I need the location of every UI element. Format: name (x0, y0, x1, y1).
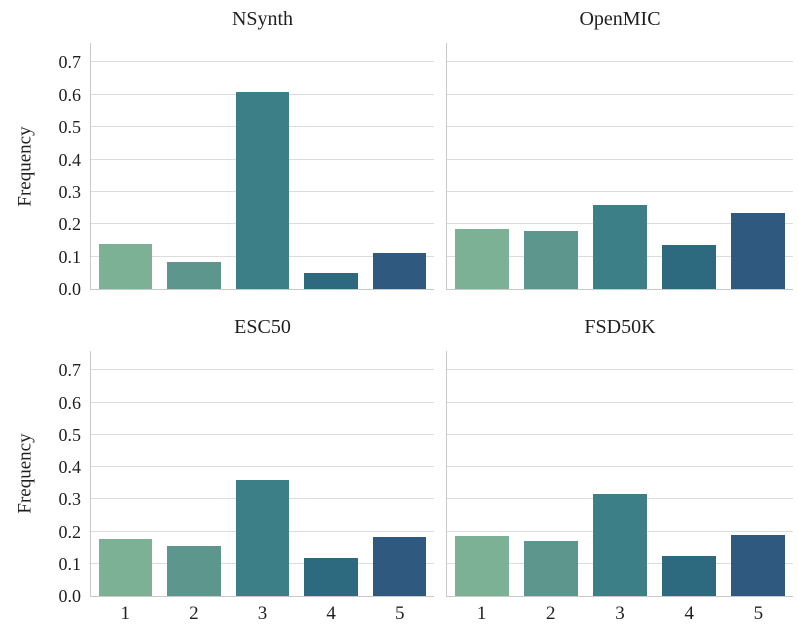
bar-slot (228, 91, 297, 289)
bar-esc50-5 (372, 536, 427, 596)
x-tick-label: 1 (120, 603, 131, 624)
bar-nsynth-2 (167, 262, 221, 289)
bar-openmic-5 (731, 212, 786, 289)
gridline (91, 466, 434, 468)
gridline (447, 466, 793, 468)
x-tick-label: 3 (257, 603, 268, 624)
y-tick-label: 0.6 (58, 84, 82, 105)
x-tick-label: 4 (326, 603, 336, 624)
bar-fsd50k-1 (454, 536, 509, 596)
x-tick-label: 2 (546, 603, 556, 624)
bar-slot (297, 558, 366, 596)
y-tick-label: 0.7 (58, 360, 82, 381)
bar-openmic-3 (593, 204, 647, 289)
gridline (91, 433, 434, 435)
x-tick-label: 3 (615, 603, 625, 624)
gridline (91, 369, 434, 371)
subplot-nsynth: NSynth Frequency 0.0 0.1 0.2 0.3 0.4 0.5 0.6 0.… (15, 8, 434, 298)
bar-fsd50k-2 (523, 540, 578, 596)
y-tick-label: 0.5 (58, 117, 82, 138)
bar-nsynth-3 (235, 91, 290, 289)
bar-fsd50k-4 (662, 555, 717, 596)
bar-nsynth-4 (304, 273, 358, 289)
y-axis-label-container: Frequency (11, 43, 39, 289)
bar-nsynth-5 (372, 253, 427, 289)
bar-slot (447, 536, 516, 596)
y-tick-label: 0.0 (58, 586, 82, 606)
bar-slot (160, 262, 229, 289)
bar-nsynth-1 (98, 243, 153, 289)
bar-openmic-4 (662, 245, 717, 289)
subplot-title-openmic: OpenMIC (579, 8, 661, 30)
subplot-title-esc50: ESC50 (234, 316, 291, 338)
y-tick-label: 0.0 (58, 279, 82, 299)
subplot-openmic: OpenMIC (446, 8, 793, 290)
subplot-title-fsd50k: FSD50K (584, 316, 656, 338)
bar-slot (585, 204, 654, 289)
bar-openmic-2 (523, 230, 578, 289)
bar-slot (447, 229, 516, 289)
bar-slot (655, 245, 724, 289)
y-tick-label: 0.2 (58, 214, 82, 235)
gridline (91, 401, 434, 403)
bar-slot (160, 545, 229, 596)
bar-slot (91, 243, 160, 289)
bar-slot (91, 538, 160, 596)
bar-slot (585, 493, 654, 596)
bar-slot (655, 555, 724, 596)
gridline (447, 401, 793, 403)
subplot-fsd50k: FSD50K 1 2 3 4 5 (446, 316, 793, 623)
bar-openmic-1 (454, 229, 509, 289)
bar-fsd50k-3 (593, 493, 647, 596)
bar-esc50-4 (304, 558, 358, 596)
gridline (447, 93, 793, 95)
y-tick-label: 0.3 (58, 181, 82, 202)
y-tick-label: 0.5 (58, 424, 82, 445)
gridline (91, 61, 434, 63)
y-tick-label: 0.4 (58, 149, 82, 170)
y-tick-label: 0.6 (58, 392, 82, 413)
y-tick-label: 0.4 (58, 457, 82, 478)
bar-fsd50k-5 (731, 534, 786, 596)
bar-slot (724, 212, 793, 289)
y-tick-label: 0.1 (58, 553, 82, 574)
y-tick-label: 0.2 (58, 521, 82, 542)
x-tick-label: 1 (476, 603, 487, 624)
subplot-esc50: ESC50 Frequency 0.0 0.1 0.2 0.3 0.4 0.5 0.6 0.7… (15, 316, 434, 623)
bar-slot (365, 536, 434, 596)
x-tick-label: 5 (394, 603, 405, 624)
gridline (447, 369, 793, 371)
bar-esc50-3 (235, 479, 290, 596)
y-tick-label: 0.3 (58, 489, 82, 510)
bar-slot (516, 230, 585, 289)
y-axis-label: Frequency (14, 433, 36, 514)
bar-slot (297, 273, 366, 289)
bar-slot (228, 479, 297, 596)
y-axis-label-container: Frequency (11, 351, 39, 596)
gridline (447, 61, 793, 63)
y-tick-label: 0.1 (58, 246, 82, 267)
gridline (447, 126, 793, 128)
subplot-title-nsynth: NSynth (231, 8, 294, 30)
gridline (447, 158, 793, 160)
gridline (447, 190, 793, 192)
bar-esc50-1 (98, 538, 153, 596)
bar-slot (365, 253, 434, 289)
x-tick-label: 5 (753, 603, 764, 624)
bar-slot (724, 534, 793, 596)
y-axis-label: Frequency (14, 125, 36, 207)
x-tick-label: 2 (189, 603, 199, 624)
y-tick-label: 0.7 (58, 52, 82, 73)
gridline (447, 433, 793, 435)
bar-esc50-2 (167, 545, 221, 596)
bar-slot (516, 540, 585, 596)
x-tick-label: 4 (684, 603, 694, 624)
